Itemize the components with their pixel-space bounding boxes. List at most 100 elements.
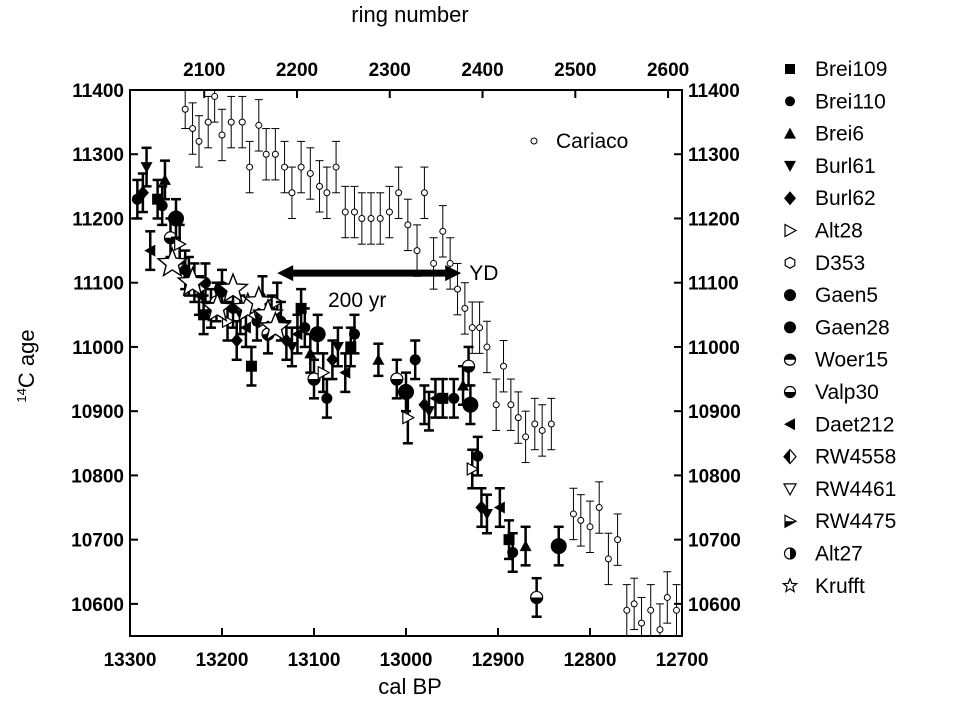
legend-marker-rw4558-fill — [784, 449, 790, 464]
ring-point — [472, 450, 484, 462]
y-tick-label-right: 11300 — [688, 145, 740, 166]
y-tick-label: 11200 — [72, 209, 124, 230]
ring-point — [423, 406, 435, 418]
legend: Cariaco Brei109 Brei110 Brei6 Burl61 Burl62 Al… — [530, 58, 896, 598]
cariaco-point — [262, 150, 270, 158]
top-x-tick-label: 2600 — [647, 60, 689, 81]
ring-point — [230, 333, 243, 348]
krufft-star — [251, 297, 285, 329]
ring-point — [198, 309, 210, 321]
cariaco-point — [297, 163, 305, 171]
cariaco-point — [507, 401, 515, 409]
cariaco-point — [271, 150, 279, 158]
bottom-axis-title: cal BP — [378, 674, 442, 699]
cariaco-point — [604, 555, 612, 563]
legend-marker-burl61 — [784, 160, 796, 172]
legend-label-daet212: Daet212 — [815, 413, 894, 436]
y-axis-title-superscript: 14 — [14, 388, 29, 402]
ring-point — [309, 326, 326, 343]
y-tick-label: 11000 — [72, 338, 124, 359]
tree-ring-series — [131, 146, 567, 618]
legend-marker-alt27-fill — [790, 548, 796, 559]
legend-label-alt27: Alt27 — [815, 543, 863, 566]
ring-point — [174, 237, 187, 252]
ring-point — [339, 366, 351, 379]
cariaco-point — [211, 92, 219, 100]
ring-point — [437, 392, 449, 404]
y-tick-label: 11400 — [72, 81, 124, 102]
y-tick-label-right: 11400 — [688, 81, 740, 102]
ring-point — [291, 328, 303, 341]
legend-label-alt28: Alt28 — [815, 220, 863, 243]
cariaco-point — [306, 170, 314, 178]
ring-point — [168, 210, 184, 227]
x-tick-label: 12900 — [472, 650, 525, 671]
ring-point-half — [390, 379, 403, 386]
ring-point — [245, 360, 257, 372]
y-tick-label: 10800 — [71, 466, 124, 487]
krufft-star — [176, 265, 209, 297]
y-tick-label-right: 11000 — [688, 338, 740, 359]
ring-point — [144, 244, 156, 257]
y-axis-title-text: C age — [14, 329, 39, 388]
yd-arrow-head-right — [445, 265, 462, 282]
x-tick-label: 12700 — [656, 650, 709, 671]
ring-point — [519, 540, 532, 552]
legend-marker-alt28 — [784, 223, 798, 238]
cariaco-point — [227, 118, 235, 126]
x-tick-label: 12800 — [564, 650, 617, 671]
cariaco-point — [385, 208, 393, 216]
y-tick-label: 10600 — [71, 595, 124, 616]
cariaco-point — [238, 118, 246, 126]
cariaco-point — [332, 163, 340, 171]
cariaco-point — [476, 324, 484, 332]
cariaco-point — [395, 189, 403, 197]
krufft-star — [201, 291, 234, 323]
ring-point — [285, 341, 298, 353]
cariaco-point — [531, 420, 539, 428]
cariaco-point — [656, 626, 664, 634]
ring-point-half — [530, 597, 543, 604]
cariaco-point — [492, 401, 500, 409]
top-axis-title: ring number — [351, 2, 468, 27]
yd-duration-label: 200 yr — [328, 289, 386, 312]
ring-point — [480, 508, 493, 520]
ring-point — [348, 328, 360, 340]
cariaco-point — [547, 420, 555, 428]
cariaco-point — [404, 221, 412, 229]
cariaco-point — [316, 182, 324, 190]
top-x-tick-label: 2400 — [461, 60, 503, 81]
cariaco-point — [638, 619, 646, 627]
ring-point — [326, 352, 339, 367]
ring-point-half — [164, 237, 177, 244]
cariaco-point — [420, 189, 428, 197]
ring-point — [156, 200, 168, 212]
ring-point — [239, 321, 251, 334]
y-axis-title: 14C age — [14, 329, 39, 402]
cariaco-point — [367, 214, 375, 222]
cariaco-point — [413, 247, 421, 255]
cariaco-point — [483, 343, 491, 351]
ticks-group: 13300 13200 13100 13000 12900 12800 12700 2100 2… — [71, 60, 741, 671]
cariaco-point — [468, 324, 476, 332]
legend-marker-brei6 — [784, 127, 796, 139]
cariaco-point — [663, 593, 671, 601]
top-x-tick-label: 2100 — [183, 60, 225, 81]
ring-point — [466, 461, 480, 476]
legend-label-brei6: Brei6 — [815, 123, 864, 146]
y-tick-label: 10700 — [71, 531, 124, 552]
krufft-star — [216, 272, 250, 303]
cariaco-point — [614, 536, 622, 544]
ring-point — [345, 341, 357, 353]
legend-marker-gaen28 — [784, 321, 796, 334]
plot-frame — [129, 89, 683, 637]
ring-point — [140, 162, 153, 174]
cariaco-point — [538, 426, 546, 434]
legend-label-brei110: Brei110 — [815, 90, 886, 113]
cariaco-point — [358, 214, 366, 222]
y-tick-label: 11100 — [73, 274, 124, 295]
ring-point — [462, 396, 479, 413]
cariaco-point — [181, 105, 189, 113]
cariaco-point — [255, 121, 263, 129]
y-tick-label-right: 10900 — [688, 402, 741, 423]
